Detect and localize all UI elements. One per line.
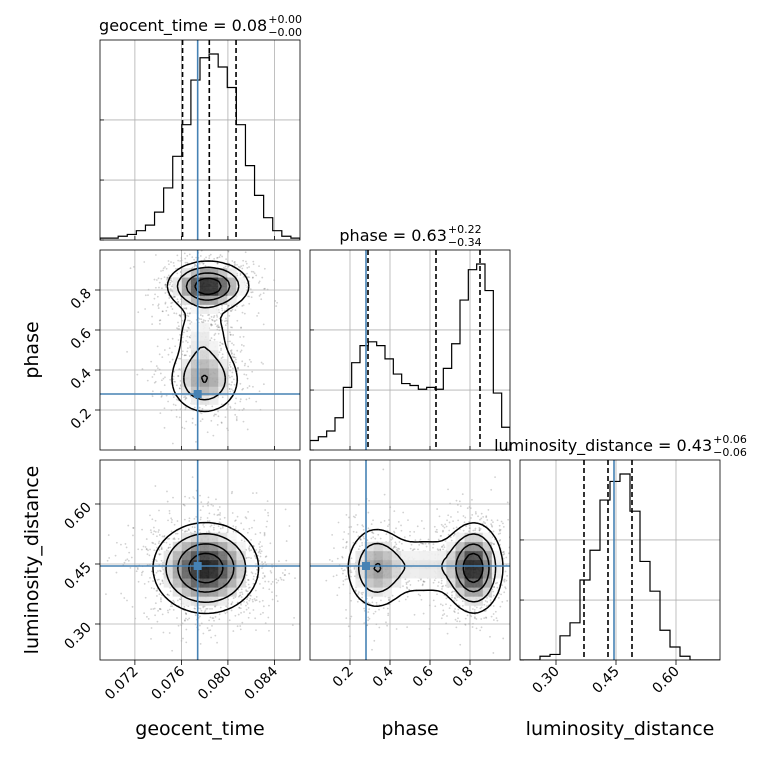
contour-level-1 [165, 533, 247, 603]
contour-level-2 [185, 272, 231, 384]
panel-frame [99, 249, 301, 451]
x-axis-label-phase: phase [381, 718, 438, 740]
panel-frame [99, 459, 301, 661]
y-tick-label: 0.6 [68, 325, 95, 352]
y-tick-label: 0.2 [68, 406, 95, 433]
title-minus: −0.06 [713, 446, 747, 459]
title-text: phase = 0.63 [339, 226, 446, 245]
title-minus: −0.00 [268, 26, 302, 39]
title-text: geocent_time = 0.08 [99, 16, 267, 36]
truth-marker [193, 562, 202, 570]
panel-frame [309, 249, 511, 451]
panel-frame [519, 459, 721, 661]
x-axis-label-luminosity_distance: luminosity_distance [526, 718, 715, 740]
x-tick-label: 0.30 [529, 664, 562, 697]
x-tick-label: 0.2 [330, 664, 357, 691]
x-tick-label: 0.076 [149, 663, 189, 703]
y-tick-label: 0.30 [61, 620, 94, 653]
x-axis-label-geocent_time: geocent_time [135, 718, 264, 740]
contour-level-3 [194, 277, 222, 296]
histogram-phase [310, 263, 510, 450]
contour-level-1 [357, 533, 497, 603]
title-luminosity_distance: luminosity_distance = 0.43 +0.06−0.06 [494, 433, 747, 459]
hist-panel-phase: phase = 0.63 +0.22−0.34 [309, 223, 511, 451]
contour-level-3 [462, 552, 484, 584]
y-tick-label: 0.4 [68, 365, 95, 392]
panel-frame [99, 39, 301, 241]
truth-marker [193, 390, 202, 398]
density-panel-geocent_time-vs-luminosity_distance [99, 459, 301, 661]
y-tick-label: 0.60 [61, 500, 94, 533]
histogram-geocent_time [100, 53, 300, 240]
y-axis-label-phase: phase [21, 321, 43, 378]
y-axis-label-luminosity_distance: luminosity_distance [21, 466, 43, 655]
contour-level-0 [166, 260, 250, 413]
x-tick-label: 0.45 [589, 664, 622, 697]
contour-level-0 [347, 522, 504, 614]
title-minus: −0.34 [448, 236, 482, 249]
x-tick-label: 0.60 [649, 664, 682, 697]
title-text: luminosity_distance = 0.43 [494, 436, 712, 456]
y-tick-label: 0.8 [68, 286, 95, 313]
hist-panel-luminosity_distance: luminosity_distance = 0.43 +0.06−0.06 [494, 433, 747, 661]
x-tick-label: 0.072 [102, 664, 142, 704]
contour-level-0 [152, 521, 260, 615]
y-tick-label: 0.45 [61, 560, 94, 593]
density-panel-geocent_time-vs-phase [99, 249, 301, 451]
title-phase: phase = 0.63 +0.22−0.34 [339, 223, 481, 249]
title-plus: +0.06 [713, 433, 747, 446]
x-tick-label: 0.4 [370, 663, 397, 690]
hist-panel-geocent_time: geocent_time = 0.08 +0.00−0.00 [99, 13, 302, 241]
contours [166, 260, 250, 413]
contour-level-2 [373, 543, 490, 593]
panel-frame [309, 459, 511, 661]
density-panel-phase-vs-luminosity_distance [309, 459, 511, 661]
x-tick-label: 0.8 [450, 664, 477, 691]
truth-marker [362, 562, 370, 570]
title-plus: +0.00 [268, 13, 302, 26]
contours [347, 522, 504, 614]
x-tick-label: 0.084 [242, 663, 282, 703]
title-geocent_time: geocent_time = 0.08 +0.00−0.00 [99, 13, 302, 39]
title-plus: +0.22 [448, 223, 482, 236]
x-tick-label: 0.080 [195, 664, 235, 704]
x-tick-label: 0.6 [410, 663, 437, 690]
histogram-luminosity_distance [520, 473, 720, 660]
